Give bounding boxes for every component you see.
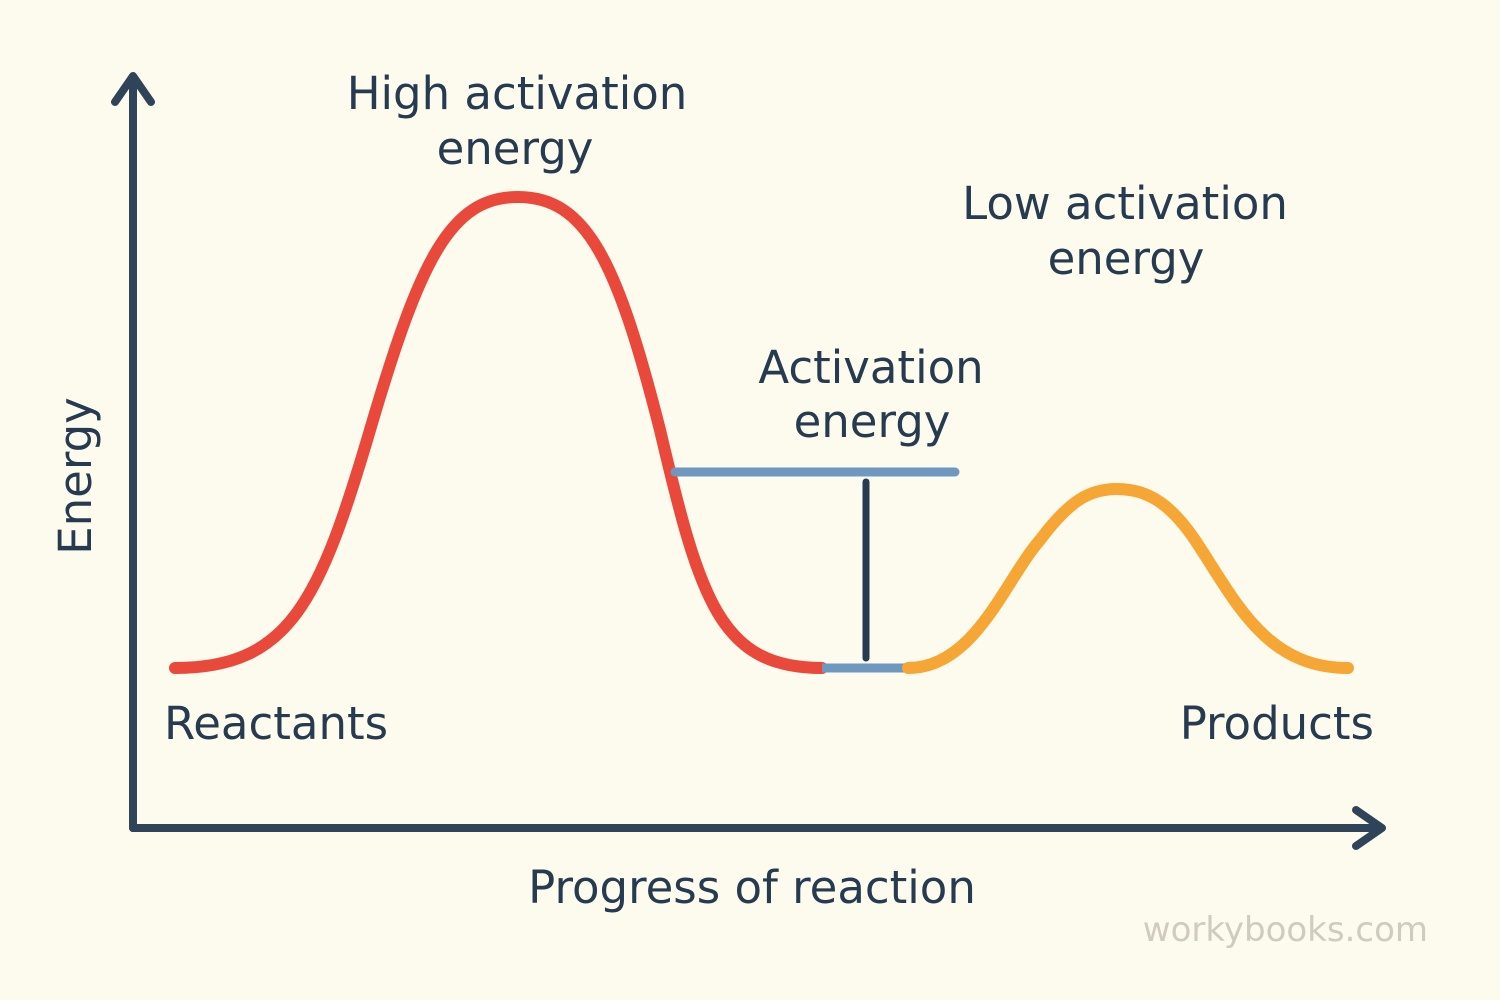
activation-energy-label-line1: Activation [758, 341, 983, 394]
high-activation-label-line1: High activation [347, 67, 688, 120]
y-axis-label: Energy [49, 397, 102, 555]
x-axis-arrowhead [1352, 806, 1386, 850]
low-activation-label-line2: energy [1048, 232, 1205, 285]
reactants-label: Reactants [164, 697, 388, 750]
high-activation-label-line2: energy [437, 122, 594, 175]
low-activation-label-line1: Low activation [962, 177, 1288, 230]
activation-energy-label-line2: energy [794, 395, 951, 448]
low-activation-curve [902, 482, 1354, 674]
x-axis-label: Progress of reaction [528, 861, 976, 914]
y-axis-arrowhead [111, 72, 155, 106]
products-label: Products [1180, 697, 1374, 750]
high-activation-curve [169, 190, 828, 674]
watermark: workybooks.com [1143, 910, 1428, 950]
